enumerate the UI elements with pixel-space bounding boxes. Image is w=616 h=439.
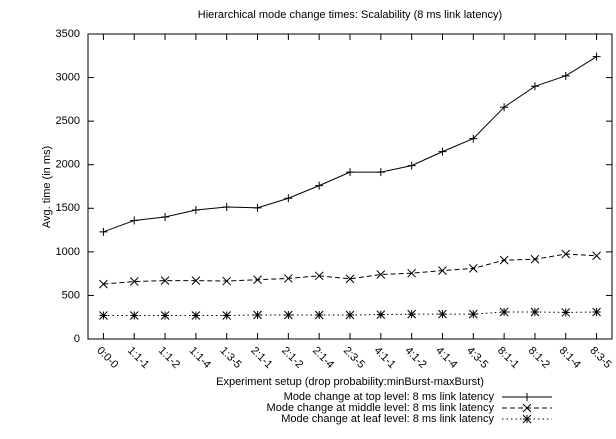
point-marker [407,268,417,278]
point-marker [592,251,601,261]
point-marker [253,310,262,320]
point-marker [407,309,417,319]
x-tick-label: 8:1-2 [526,345,552,371]
x-tick-label: 2:1-2 [279,345,305,371]
series-line [103,311,597,316]
point-marker [468,309,478,319]
point-marker [161,213,170,221]
chart-title: Hierarchical mode change times: Scalabil… [198,9,502,21]
point-marker [222,311,232,320]
point-marker [283,310,293,320]
point-marker [561,308,571,317]
x-tick-label: 8:1-1 [495,345,521,371]
x-tick-label: 4:1-1 [372,345,398,371]
point-marker [283,274,293,283]
point-marker [530,82,539,91]
point-marker [129,277,139,286]
point-marker [346,168,354,177]
point-marker [314,310,324,320]
x-tick-label: 2:1-1 [248,345,274,371]
point-marker [561,71,570,80]
point-marker [438,147,447,156]
x-tick-label: 1:1-1 [125,345,151,371]
legend-marker [523,393,531,401]
point-marker [500,103,509,112]
point-marker [468,264,478,273]
x-tick-label: 0:0-0 [94,345,120,371]
x-tick-label: 4:3-5 [464,345,490,371]
point-marker [345,274,355,284]
point-marker [191,276,201,285]
legend-marker [522,414,532,424]
point-marker [561,249,571,259]
legend-label: Mode change at top level: 8 ms link late… [284,391,495,403]
legend-label: Mode change at leaf level: 8 ms link lat… [281,413,494,425]
point-marker [499,255,509,265]
point-marker [253,275,262,285]
point-marker [376,310,386,319]
point-marker [345,310,355,320]
point-marker [160,311,170,320]
x-tick-label: 2:3-5 [341,345,367,371]
point-marker [99,279,108,289]
y-tick-label: 2000 [56,159,80,171]
point-marker [130,216,139,225]
y-tick-label: 2500 [56,115,80,127]
point-marker [284,194,293,203]
point-marker [191,206,200,215]
x-tick-label: 1:1-2 [156,345,182,371]
point-marker [222,276,232,286]
point-marker [592,307,601,317]
point-marker [222,202,231,211]
point-marker [407,161,416,170]
series-line [103,253,597,285]
y-axis-label: Avg. time (in ms) [41,146,53,228]
point-marker [592,52,601,61]
y-tick-label: 0 [74,333,80,345]
x-tick-label: 2:1-4 [310,345,336,371]
x-tick-label: 1:3-5 [218,345,244,371]
x-tick-label: 4:1-4 [433,345,459,371]
point-marker [129,311,139,320]
point-marker [315,181,324,190]
y-tick-label: 3000 [56,71,80,83]
point-marker [438,266,447,275]
legend-label: Mode change at middle level: 8 ms link l… [267,402,495,414]
point-marker [376,270,386,279]
point-marker [469,134,478,143]
legend-marker [522,403,532,413]
x-tick-label: 4:1-2 [402,345,428,371]
y-tick-label: 3500 [56,28,80,40]
plot-frame [87,33,613,340]
point-marker [376,168,385,177]
x-tick-label: 8:1-4 [557,345,583,371]
point-marker [530,307,540,317]
point-marker [438,309,447,319]
y-tick-label: 1500 [56,202,80,214]
point-marker [499,307,509,317]
x-tick-label: 1:1-4 [187,345,213,371]
point-marker [160,276,170,285]
point-marker [530,254,540,264]
point-marker [99,227,108,236]
point-marker [99,311,108,320]
y-tick-label: 500 [62,289,80,301]
point-marker [191,311,201,320]
point-marker [314,271,324,281]
series-line [103,56,597,233]
y-tick-label: 1000 [56,246,80,258]
x-axis-label: Experiment setup (drop probability:minBu… [216,376,484,388]
x-tick-label: 8:3-5 [587,345,613,371]
point-marker [253,203,262,212]
